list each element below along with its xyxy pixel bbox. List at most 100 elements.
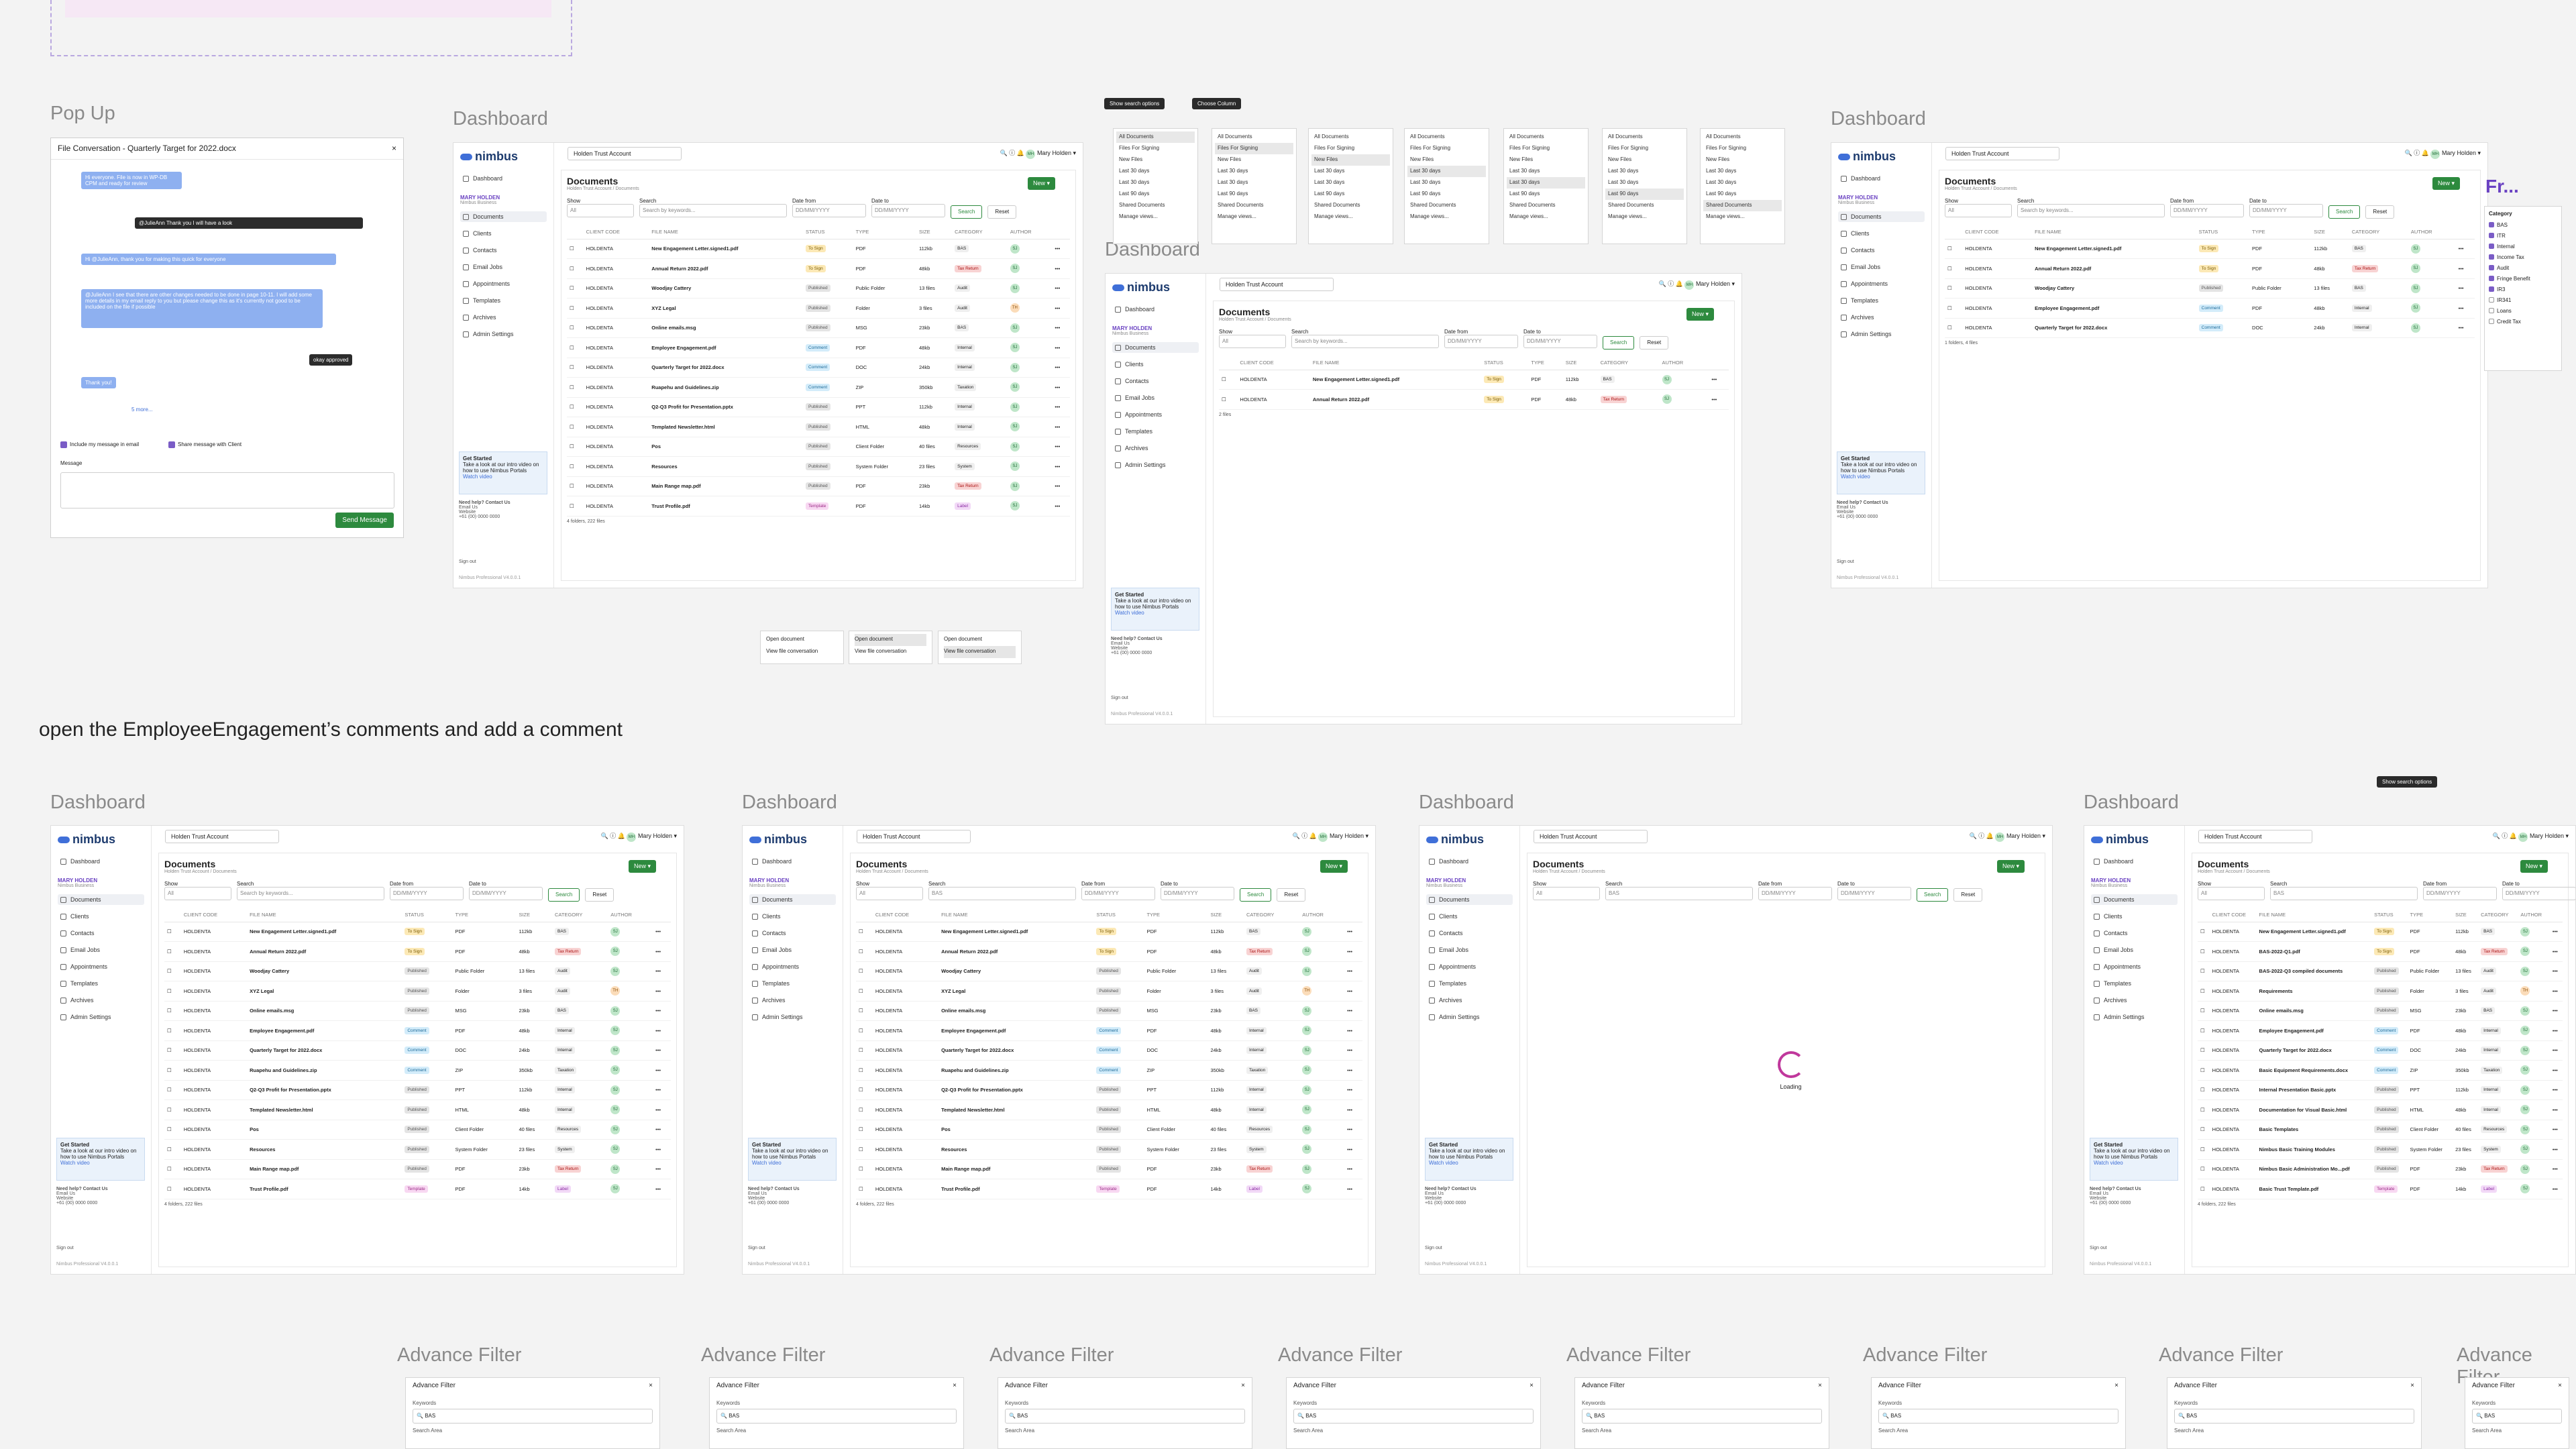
column-header[interactable]: AUTHOR [608,908,653,922]
table-row[interactable]: ☐ HOLDENTA Resources Published System Folder… [856,1139,1362,1160]
sidebar-item[interactable]: Templates [460,295,547,306]
column-header[interactable]: STATUS [2196,225,2250,239]
sign-out-link[interactable]: Sign out [1111,696,1128,700]
more-icon[interactable]: ••• [1344,1179,1362,1199]
dropdown-option[interactable]: Last 30 days [1407,166,1486,177]
dropdown-option[interactable]: Last 30 days [1706,179,1737,185]
open-document-item[interactable]: Open document [855,634,926,646]
more-icon[interactable]: ••• [2549,1159,2563,1179]
reset-button[interactable]: Reset [1953,888,1983,902]
close-icon[interactable]: × [1241,1382,1245,1389]
new-button[interactable]: New ▾ [1320,860,1348,873]
table-row[interactable]: ☐ HOLDENTA Resources Published System Folder… [567,456,1070,477]
sidebar-item[interactable]: Email Jobs [460,262,547,272]
category-option[interactable]: IR341 [2489,294,2557,305]
dropdown-option[interactable]: New Files [1311,154,1390,166]
column-header[interactable]: AUTHOR [1299,908,1345,922]
more-icon[interactable]: ••• [653,1099,671,1120]
more-icon[interactable]: ••• [1344,1139,1362,1160]
dropdown-option[interactable]: All Documents [1608,133,1643,140]
sidebar-item[interactable]: Appointments [1426,961,1513,972]
close-icon[interactable]: × [391,144,396,153]
file-name[interactable]: XYZ Legal [247,981,402,1002]
table-row[interactable]: ☐ HOLDENTA Employee Engagement.pdf Comment P… [164,1020,671,1041]
user-menu[interactable]: 🔍 ⓘ 🔔 MH Mary Holden ▾ [601,831,677,842]
more-icon[interactable]: ••• [1344,1099,1362,1120]
dropdown-option[interactable]: Shared Documents [1703,200,1782,211]
sidebar-item-documents[interactable]: Documents [460,211,547,222]
more-icon[interactable]: ••• [1052,496,1070,517]
user-menu[interactable]: 🔍 ⓘ 🔔 MH Mary Holden ▾ [2405,148,2481,159]
more-icon[interactable]: ••• [2549,941,2563,962]
table-row[interactable]: ☐ HOLDENTA Woodjay Cattery Published Public … [1945,278,2475,299]
column-header[interactable]: STATUS [803,225,853,239]
table-row[interactable]: ☐ HOLDENTA Annual Return 2022.pdf To Sign PD… [856,941,1362,962]
sidebar-item[interactable]: Clients [1838,228,1925,239]
category-option[interactable]: Income Tax [2489,252,2557,262]
keywords-input[interactable]: 🔍 BAS [1293,1409,1534,1424]
dropdown-option[interactable]: Last 30 days [1507,177,1585,189]
file-name[interactable]: Internal Presentation Basic.pptx [2256,1080,2372,1100]
date-from-input[interactable]: DD/MM/YYYY [1444,335,1518,348]
sidebar-item[interactable]: Admin Settings [1838,329,1925,339]
sign-out-link[interactable]: Sign out [1425,1246,1442,1250]
search-button[interactable]: Search [1603,336,1635,350]
sidebar-item[interactable]: Contacts [58,928,144,938]
file-name[interactable]: New Engagement Letter.signed1.pdf [2032,239,2196,259]
sidebar-item[interactable]: Templates [1426,978,1513,989]
sidebar-item[interactable]: Appointments [1112,409,1199,420]
search-button[interactable]: Search [2328,205,2361,219]
table-row[interactable]: ☐ HOLDENTA Basic Equipment Requirements.do… [2198,1060,2563,1081]
column-header[interactable]: CLIENT CODE [180,908,248,922]
send-message-button[interactable]: Send Message [335,513,394,528]
column-header[interactable]: STATUS [402,908,453,922]
file-name[interactable]: Annual Return 2022.pdf [247,941,402,962]
dropdown-option[interactable]: Last 30 days [1314,179,1345,185]
include-email-checkbox[interactable]: Include my message in email [60,441,139,448]
file-name[interactable]: XYZ Legal [649,298,804,319]
new-button[interactable]: New ▾ [2432,177,2460,190]
date-from-input[interactable]: DD/MM/YYYY [1081,887,1155,900]
file-name[interactable]: Nimbus Basic Training Modules [2256,1139,2372,1160]
close-icon[interactable]: × [2114,1382,2118,1389]
open-document-item[interactable]: Open document [944,636,982,642]
dropdown-option[interactable]: Last 90 days [1119,191,1150,197]
file-name[interactable]: Resources [938,1139,1094,1160]
sidebar-item-dashboard[interactable]: Dashboard [749,856,836,867]
sidebar-item[interactable]: Admin Settings [58,1012,144,1022]
file-name[interactable]: New Engagement Letter.signed1.pdf [649,239,804,259]
table-row[interactable]: ☐ HOLDENTA XYZ Legal Published Folder 3 files… [856,981,1362,1002]
table-row[interactable]: ☐ HOLDENTA Trust Profile.pdf Template PDF 14k… [164,1179,671,1199]
file-name[interactable]: Online emails.msg [938,1001,1094,1021]
column-header[interactable]: CATEGORY [552,908,608,922]
file-name[interactable]: New Engagement Letter.signed1.pdf [247,922,402,942]
close-icon[interactable]: × [1818,1382,1822,1389]
more-icon[interactable]: ••• [1052,337,1070,358]
file-name[interactable]: Ruapehu and Guidelines.zip [649,377,804,398]
sidebar-item-dashboard[interactable]: Dashboard [1426,856,1513,867]
column-header[interactable]: CATEGORY [2349,225,2408,239]
search-input[interactable]: BAS [1605,887,1753,900]
date-from-input[interactable]: DD/MM/YYYY [390,887,464,900]
file-name[interactable]: Q2-Q3 Profit for Presentation.pptx [247,1080,402,1100]
more-icon[interactable]: ••• [653,1179,671,1199]
table-row[interactable]: ☐ HOLDENTA Annual Return 2022.pdf To Sign PD… [1219,389,1729,410]
dropdown-option[interactable]: New Files [1218,156,1242,162]
more-icon[interactable]: ••• [1344,961,1362,981]
keywords-input[interactable]: 🔍 BAS [1582,1409,1822,1424]
column-header[interactable]: CLIENT CODE [1237,356,1310,370]
account-select[interactable]: Holden Trust Account [1220,278,1334,291]
category-option[interactable]: Loans [2489,305,2557,316]
more-icon[interactable]: ••• [1052,437,1070,457]
dropdown-option[interactable]: Last 30 days [1410,179,1441,185]
more-icon[interactable]: ••• [2455,258,2475,279]
dropdown-option[interactable]: All Documents [1410,133,1445,140]
checkbox[interactable] [2489,233,2494,238]
table-row[interactable]: ☐ HOLDENTA Main Range map.pdf Published PDF 2… [567,476,1070,496]
file-name[interactable]: Employee Engagement.pdf [247,1020,402,1041]
column-header[interactable]: CATEGORY [952,225,1008,239]
table-row[interactable]: ☐ HOLDENTA Documentation for Visual Basic.… [2198,1099,2563,1120]
sidebar-item[interactable]: Appointments [1838,278,1925,289]
dropdown-option[interactable]: Last 90 days [1706,191,1737,197]
open-document-item[interactable]: Open document [766,636,804,642]
